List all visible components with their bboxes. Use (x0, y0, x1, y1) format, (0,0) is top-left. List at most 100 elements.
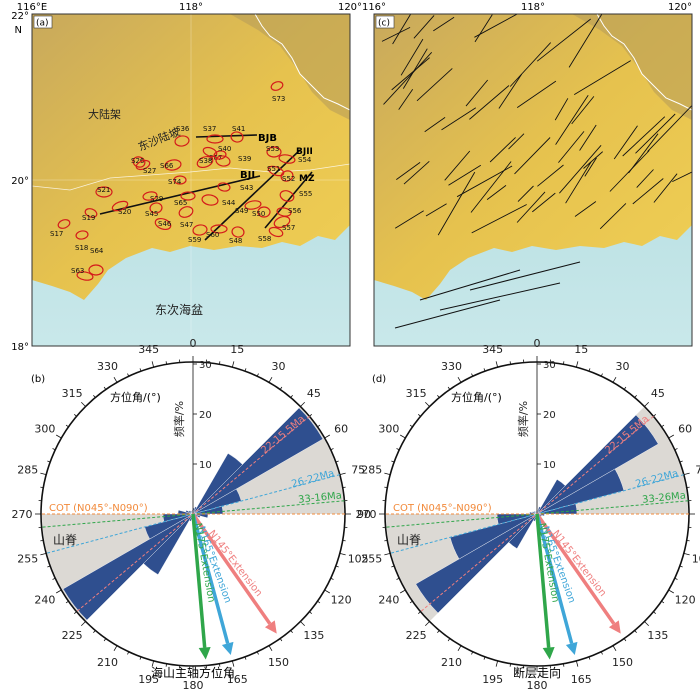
fault-line (635, 113, 676, 154)
fault-line (400, 38, 424, 76)
label-basin: 东次海盆 (155, 302, 203, 317)
azimuth-tick-label: 15 (574, 343, 588, 356)
seamount-label: S40 (218, 145, 231, 153)
azimuth-tick (339, 472, 346, 476)
rose-b-panel-label: (b) (31, 374, 45, 385)
label-bjb: BJB (258, 133, 277, 144)
azimuth-tick (40, 552, 47, 556)
seamount-label: S48 (229, 237, 242, 245)
azimuth-tick (256, 651, 259, 655)
fault-line (394, 299, 501, 329)
seamount-label: S20 (118, 208, 131, 216)
azimuth-tick (55, 434, 62, 439)
frequency-axis-label: 频率/% (172, 401, 186, 437)
rose-d-texts: (d) 方位角/(°) 断层走向 (372, 374, 561, 680)
map-panel-c: (c) (373, 13, 693, 347)
azimuth-tick (65, 600, 69, 604)
radial-tick-label: 20 (543, 410, 556, 421)
seamount-outline (154, 217, 172, 231)
lon-tick-116-c: 116° (362, 2, 386, 13)
seamount-outline (215, 155, 231, 167)
rose-b-xlabel: 海山主轴方位角 (151, 665, 235, 680)
seamount-outline (88, 264, 104, 276)
azimuth-tick-label: 285 (17, 464, 38, 477)
label-mz: MZ (299, 174, 315, 184)
extension-arrow (191, 512, 272, 625)
seamount-label: S21 (97, 186, 110, 194)
azimuth-tick (409, 424, 413, 428)
azimuth-tick (679, 460, 683, 463)
azimuth-tick (309, 611, 312, 614)
azimuth-tick (495, 361, 499, 368)
azimuth-tick-label: 195 (482, 673, 503, 686)
fault-line (555, 94, 589, 145)
seamount-outline (267, 165, 285, 177)
seamount-label: S64 (90, 247, 104, 255)
azimuth-tick-label: 120 (331, 594, 352, 607)
azimuth-tick-label: 210 (97, 656, 118, 669)
radial-tick-label: 20 (199, 410, 212, 421)
azimuth-tick (575, 361, 579, 368)
seamount-label: S52 (282, 175, 295, 183)
seamount-label: S57 (282, 224, 295, 232)
azimuth-tick (103, 638, 107, 642)
azimuth-tick (339, 552, 346, 556)
azimuth-tick (113, 376, 118, 383)
azimuth-tick-label: 75 (351, 464, 365, 477)
azimuth-tick (342, 540, 346, 542)
seamount-outline (273, 215, 291, 229)
seamount-outline (201, 194, 219, 206)
azimuth-tick-label: 105 (692, 552, 700, 565)
fault-line (559, 145, 602, 194)
seamount-outline (132, 156, 146, 168)
fault-line (508, 133, 525, 150)
azimuth-tick (457, 376, 462, 383)
cot-label: COT (N045°-N090°) (49, 503, 148, 514)
rose-b-az-label: 方位角/(°) (110, 390, 161, 404)
radial-tick-label: 30 (199, 360, 212, 371)
fault-line (469, 261, 581, 291)
azimuth-tick (399, 434, 406, 439)
lat-tick-20: 20° (11, 176, 29, 187)
seamount-outline (268, 226, 284, 238)
seamount-label: S49 (235, 207, 248, 215)
rose-petal (415, 513, 538, 614)
ridge-label: 山脊 (53, 533, 77, 547)
seamount-label: S58 (258, 235, 271, 243)
fault-line (554, 98, 569, 121)
azimuth-tick (324, 434, 331, 439)
azimuth-tick-label: 345 (482, 343, 503, 356)
seamount-label: S63 (71, 267, 84, 275)
radial-tick-label: 30 (543, 360, 556, 371)
azimuth-tick (384, 552, 391, 556)
seamount-outline (257, 206, 271, 218)
seamount-label: S55 (299, 190, 312, 198)
fault-line (568, 14, 603, 68)
azimuth-tick (623, 386, 627, 390)
azimuth-tick (575, 660, 579, 667)
fault-line (469, 85, 510, 120)
fault-line (471, 204, 527, 234)
seamount-outline (217, 182, 231, 192)
seamount-outline (276, 207, 292, 217)
shelf-break (32, 163, 350, 191)
azimuth-tick (418, 414, 421, 417)
fault-line (579, 124, 597, 151)
azimuth-tick (391, 565, 395, 568)
fault-line (394, 210, 424, 229)
azimuth-tick-label: 15 (230, 343, 244, 356)
azimuth-tick (612, 376, 617, 383)
azimuth-tick (342, 486, 346, 488)
azimuth-tick-label: 315 (62, 387, 83, 400)
azimuth-tick-label: 30 (616, 360, 630, 373)
azimuth-tick (40, 486, 44, 488)
azimuth-tick (634, 630, 637, 633)
seamount-outline (84, 208, 98, 218)
fault-line (489, 137, 516, 163)
fault-line (514, 137, 551, 175)
fault-line (433, 16, 455, 32)
radial-tick-label: 10 (199, 460, 212, 471)
fault-line (599, 203, 627, 230)
fault-line (413, 15, 435, 39)
extension-arrow (191, 513, 230, 644)
